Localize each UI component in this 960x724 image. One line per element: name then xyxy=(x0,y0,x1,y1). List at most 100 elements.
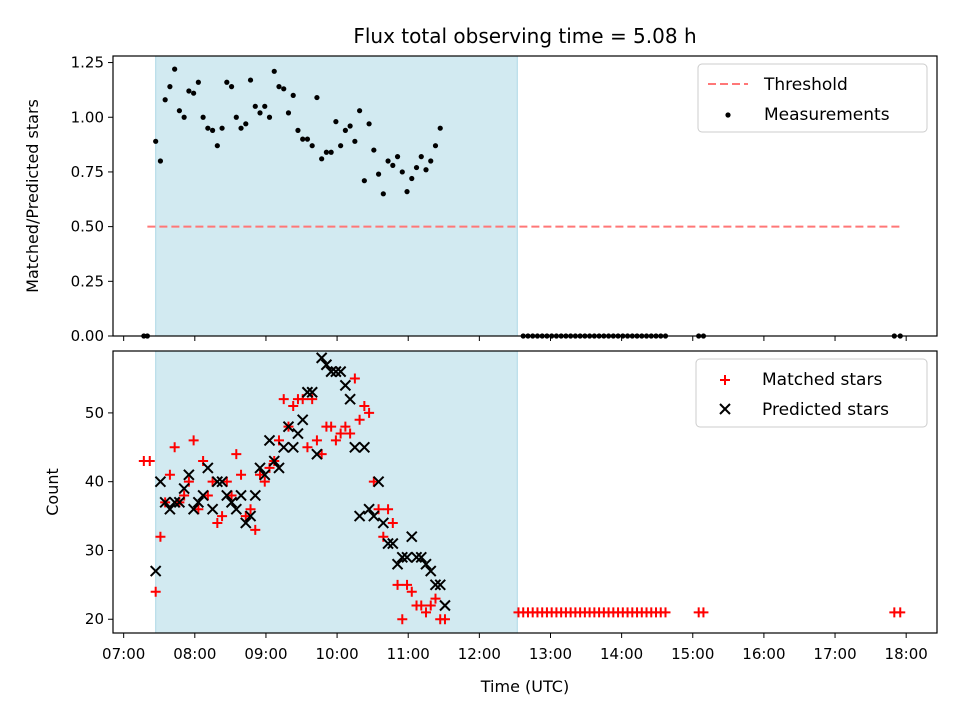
matched-star-point xyxy=(397,614,408,625)
predicted-star-point xyxy=(164,503,176,515)
matched-star-point xyxy=(383,504,394,515)
predicted-star-point xyxy=(159,496,171,509)
matched-stars-points xyxy=(138,373,906,625)
predicted-star-point xyxy=(149,565,162,577)
predicted-star-point xyxy=(230,503,243,515)
top-y-axis: 0.00 0.25 0.50 0.75 1.00 1.25 xyxy=(71,54,113,345)
matched-star-point xyxy=(387,517,398,528)
measurement-point xyxy=(314,94,320,101)
legend-predicted-swatch xyxy=(719,403,731,415)
measurement-point xyxy=(347,123,353,129)
measurement-point xyxy=(257,110,263,116)
measurement-point xyxy=(153,138,159,144)
measurement-point xyxy=(375,171,382,177)
predicted-star-point xyxy=(358,441,371,454)
matched-star-point xyxy=(345,428,356,439)
measurement-point xyxy=(200,114,206,120)
matched-star-point xyxy=(340,421,351,432)
predicted-star-point xyxy=(187,503,200,515)
x-tick-label: 11:00 xyxy=(387,645,430,663)
matched-star-point xyxy=(439,614,450,625)
measurement-point xyxy=(390,162,396,168)
y-tick-label: 0.25 xyxy=(71,272,104,290)
measurement-point xyxy=(247,77,254,83)
x-tick-label: 18:00 xyxy=(885,645,928,663)
matched-star-point xyxy=(421,607,432,618)
measurement-point xyxy=(352,138,358,144)
predicted-star-point xyxy=(434,579,446,591)
measurement-point xyxy=(243,121,249,127)
matched-star-point xyxy=(364,407,375,418)
predicted-star-point xyxy=(344,393,356,405)
measurement-point xyxy=(186,88,192,94)
predicted-star-point xyxy=(439,599,451,612)
predicted-star-point xyxy=(401,551,413,564)
matched-star-point xyxy=(330,435,341,446)
predicted-star-point xyxy=(183,469,195,481)
measurement-point xyxy=(437,125,443,131)
measurement-point xyxy=(404,189,410,195)
x-tick-label: 09:00 xyxy=(244,645,287,663)
bottom-legend: Matched stars Predicted stars xyxy=(695,358,928,428)
predicted-star-point xyxy=(173,496,186,509)
measurement-point xyxy=(371,147,377,153)
measurement-point xyxy=(205,125,211,131)
measurement-point xyxy=(432,143,439,149)
measurement-point xyxy=(418,154,424,160)
x-tick-label: 12:00 xyxy=(458,645,501,663)
measurement-point xyxy=(281,86,287,92)
y-tick-label: 40 xyxy=(85,473,104,491)
measurement-point xyxy=(319,156,325,162)
matched-star-point xyxy=(354,414,365,425)
matched-star-point xyxy=(245,504,256,515)
top-plot-frame xyxy=(112,55,938,337)
measurement-point xyxy=(195,79,201,85)
measurement-point xyxy=(333,119,339,125)
predicted-star-point xyxy=(296,414,309,426)
predicted-star-point xyxy=(325,365,337,378)
measurement-point xyxy=(304,136,311,142)
matched-star-point xyxy=(335,428,346,439)
predicted-star-point xyxy=(216,475,228,488)
predicted-star-point xyxy=(282,420,295,433)
measurement-point xyxy=(285,110,292,116)
predicted-star-point xyxy=(211,475,224,488)
measurement-point xyxy=(262,103,268,109)
measurement-point xyxy=(209,127,216,133)
top-legend: Threshold Measurements xyxy=(697,63,928,133)
measurement-point xyxy=(266,114,273,120)
matched-star-point xyxy=(144,456,155,467)
measurement-point xyxy=(219,125,225,131)
matched-star-point xyxy=(406,586,417,597)
matched-star-point xyxy=(349,373,360,384)
measurement-point xyxy=(423,167,429,173)
predicted-star-point xyxy=(311,448,323,460)
bottom-shaded-interval xyxy=(155,350,518,634)
measurement-point xyxy=(409,175,415,182)
measurement-points xyxy=(141,66,903,339)
measurement-point xyxy=(295,127,301,133)
matched-star-point xyxy=(169,442,180,453)
matched-star-point xyxy=(402,579,413,590)
measurement-point xyxy=(399,169,405,175)
matched-star-point xyxy=(250,524,261,535)
predicted-star-point xyxy=(235,489,247,502)
x-tick-label: 16:00 xyxy=(742,645,785,663)
predicted-star-point xyxy=(429,579,442,591)
measurement-point xyxy=(380,191,386,197)
predicted-star-point xyxy=(273,462,285,474)
measurement-point xyxy=(394,154,401,160)
y-tick-label: 0.00 xyxy=(71,327,104,345)
matched-star-point xyxy=(236,469,247,480)
bottom-legend-box xyxy=(695,358,928,428)
predicted-star-point xyxy=(425,565,437,577)
y-tick-label: 0.50 xyxy=(71,218,104,236)
measurement-point xyxy=(252,103,258,109)
predicted-star-point xyxy=(259,469,271,481)
predicted-star-point xyxy=(202,462,214,474)
x-axis-label: Time (UTC) xyxy=(480,677,569,696)
measurement-point xyxy=(172,66,178,72)
bottom-plot-frame xyxy=(112,350,938,634)
predicted-star-point xyxy=(301,386,314,398)
